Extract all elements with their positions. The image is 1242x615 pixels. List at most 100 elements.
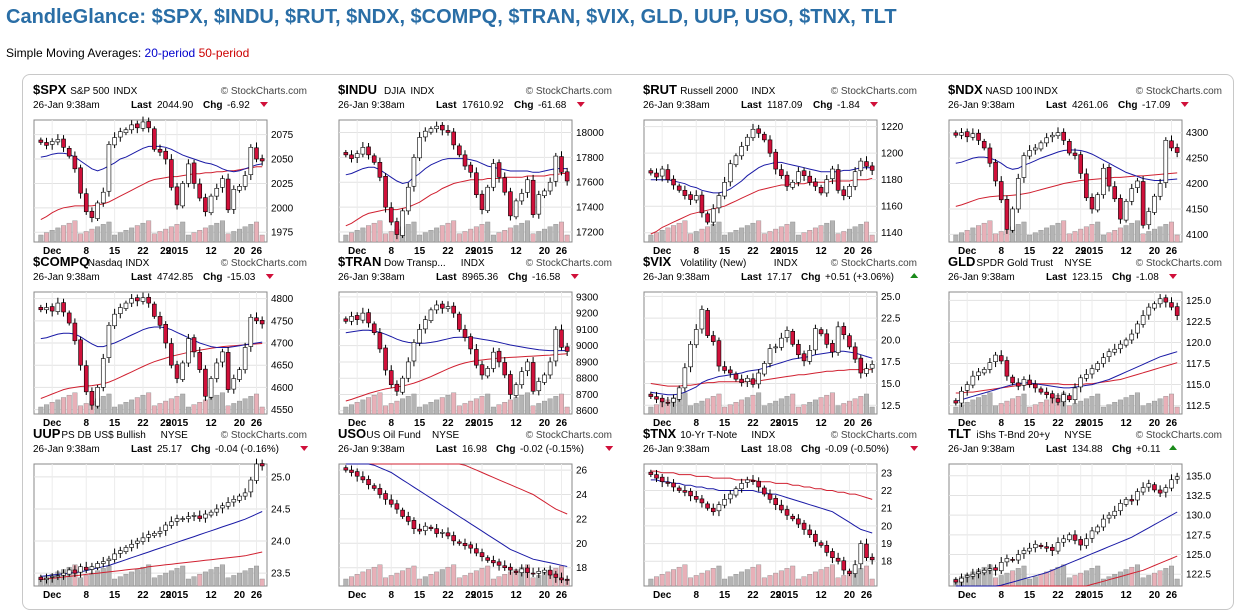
volume-bar [1140,405,1146,415]
y-tick-label: 4650 [271,361,294,372]
candle [163,524,168,531]
volume-bar [1140,577,1146,587]
volume-bar [83,231,89,243]
volume-bar [242,398,248,415]
volume-bar [231,575,237,587]
volume-bar [818,569,824,587]
volume-bar [1061,220,1067,243]
chart-date: 26-Jan 9:38am [643,444,710,455]
candle-chart[interactable]: $SPX S&P 500 INDX © StockCharts.com 26-Jan 9… [31,82,309,258]
candle-chart[interactable]: $TNX 10-Yr T-Note INDX © StockCharts.com26-… [641,426,919,602]
candle [733,373,739,380]
volume-bar [693,403,699,415]
candle [767,139,773,154]
x-tick-label: 20 [234,590,246,601]
chart-tlt[interactable]: TLT iShs T-Bnd 20+y NYSE © StockCharts.com 2… [946,426,1224,602]
volume-bar [366,225,372,243]
candle [135,123,140,129]
y-tick-label: 2000 [271,203,294,214]
volume-bar [462,403,468,415]
x-tick-label: 20 [844,590,856,601]
candle-chart[interactable]: GLD SPDR Gold Trust NYSE © StockCharts.com 2… [946,254,1224,430]
candle [186,516,191,519]
candle [1084,538,1089,546]
stockcharts-copyright: © StockCharts.com [221,86,307,97]
chart-uup[interactable]: UUP PS DB US$ Bullish NYSE © StockCharts.co… [31,426,309,602]
candle-chart[interactable]: $TRAN Dow Transp... INDX © StockCharts.com 2… [336,254,614,430]
candle-chart[interactable]: $NDX NASD 100 INDX © StockCharts.com 26-Jan … [946,82,1224,258]
candle [762,133,767,141]
candle [366,479,371,486]
volume-bar [1078,572,1084,587]
candle [671,482,676,488]
candle [1089,196,1095,210]
candle-chart[interactable]: TLT iShs T-Bnd 20+y NYSE © StockCharts.com 2… [946,426,1224,602]
candle-chart[interactable]: UUP PS DB US$ Bullish NYSE © StockCharts.co… [31,426,309,602]
candle [1027,150,1032,157]
candle [440,532,445,534]
candle [559,156,564,173]
candle [564,171,570,182]
chart-gld[interactable]: GLD SPDR Gold Trust NYSE © StockCharts.com 2… [946,254,1224,430]
volume-bar [1129,566,1135,587]
chart-compq[interactable]: $COMPQ Nasdaq INDX © StockCharts.com 26-Jan … [31,254,309,430]
chart-rut[interactable]: $RUT Russell 2000 INDX © StockCharts.com 26-… [641,82,919,258]
y-tick-label: 20 [881,521,893,532]
candle [388,370,394,386]
candle [536,194,542,215]
candle [1033,543,1038,549]
y-tick-label: 23.5 [271,569,291,580]
volume-bar [388,575,394,587]
candle [129,298,134,304]
volume-bar [231,403,237,415]
candle-chart[interactable]: USO US Oil Fund NYSE © StockCharts.com 26-Ja… [336,426,614,602]
chart-ndx[interactable]: $NDX NASD 100 INDX © StockCharts.com 26-Jan … [946,82,1224,258]
chart-vix[interactable]: $VIX Volatility (New) INDX © StockCharts.co… [641,254,919,430]
chg-down-arrow-icon [605,446,614,451]
volume-bar [451,564,457,587]
candle [1174,306,1180,316]
candle [197,352,203,370]
candle [220,505,225,509]
volume-bar [219,392,225,415]
chart-tran[interactable]: $TRAN Dow Transp... INDX © StockCharts.com 2… [336,254,614,430]
candle-chart[interactable]: $RUT Russell 2000 INDX © StockCharts.com26-… [641,82,919,258]
volume-bar [1038,230,1044,243]
candle [654,396,659,400]
volume-bar [197,230,203,243]
candle [1152,303,1157,309]
volume-bar [773,228,779,243]
candle [163,150,168,160]
y-tick-label: 20.0 [881,335,901,346]
x-tick-label: 29 [465,246,477,257]
sma-20-link[interactable]: 20-period [144,46,196,60]
candle [553,155,559,182]
chg-down-arrow-icon [570,274,579,279]
volume-bar [1089,568,1095,587]
candle [343,152,349,156]
chart-indu[interactable]: $INDU DJIA INDX © StockCharts.com 26-Jan 9:3… [336,82,614,258]
candle-chart[interactable]: $INDU DJIA INDX © StockCharts.com 26-Jan 9:3… [336,82,614,258]
x-tick-label: 22 [137,246,149,257]
sma-50-link[interactable]: 50-period [198,46,250,60]
volume-bar [485,565,491,587]
candle [869,364,875,369]
candle [66,569,72,575]
volume-bar [146,564,152,587]
candle [38,307,44,311]
candle [728,369,733,374]
volume-bar [964,230,970,243]
y-tick-label: 4150 [1186,204,1209,215]
candle [542,569,547,573]
x-tick-label: 8 [998,418,1004,429]
candle-chart[interactable]: $VIX Volatility (New) INDX © StockCharts.co… [641,254,919,430]
chart-spx[interactable]: $SPX S&P 500 INDX © StockCharts.com 26-Jan 9… [31,82,309,258]
candle [841,326,847,335]
x-tick-label: 15 [109,418,121,429]
volume-bar [519,222,525,243]
volume-bar [485,393,491,415]
chart-tnx[interactable]: $TNX 10-Yr T-Note INDX © StockCharts.com 26-… [641,426,919,602]
volume-bar [219,220,225,243]
chart-uso[interactable]: USO US Oil Fund NYSE © StockCharts.com 26-Ja… [336,426,614,602]
